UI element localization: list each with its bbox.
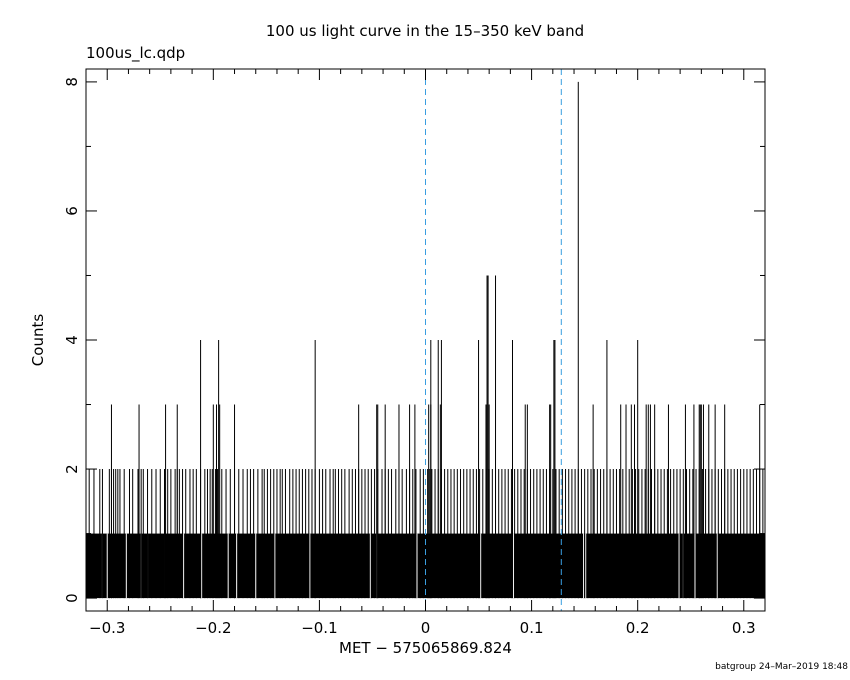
y-tick-label: 4: [63, 335, 81, 345]
axis-ticks: [86, 69, 765, 611]
marker-lines: [425, 69, 562, 611]
x-tick-label: 0: [421, 619, 431, 637]
y-tick-label: 0: [63, 593, 81, 603]
y-tick-label: 2: [63, 464, 81, 474]
y-tick-label: 8: [63, 77, 81, 87]
axis-tick-labels: −0.3 −0.2 −0.1 0 0.1 0.2 0.3 0 2 4 6 8: [63, 77, 756, 637]
x-axis-label: MET − 575065869.824: [339, 639, 512, 657]
x-tick-label: −0.2: [195, 619, 231, 637]
chart-subtitle: 100us_lc.qdp: [86, 44, 186, 62]
x-tick-label: 0.1: [520, 619, 544, 637]
x-tick-label: 0.2: [626, 619, 650, 637]
y-axis-label: Counts: [29, 313, 47, 367]
x-tick-label: 0.3: [732, 619, 756, 637]
x-tick-label: −0.1: [301, 619, 337, 637]
x-tick-label: −0.3: [89, 619, 125, 637]
footer-stamp: batgroup 24–Mar–2019 18:48: [715, 662, 848, 672]
y-tick-label: 6: [63, 206, 81, 216]
chart-title: 100 us light curve in the 15–350 keV ban…: [265, 22, 585, 40]
